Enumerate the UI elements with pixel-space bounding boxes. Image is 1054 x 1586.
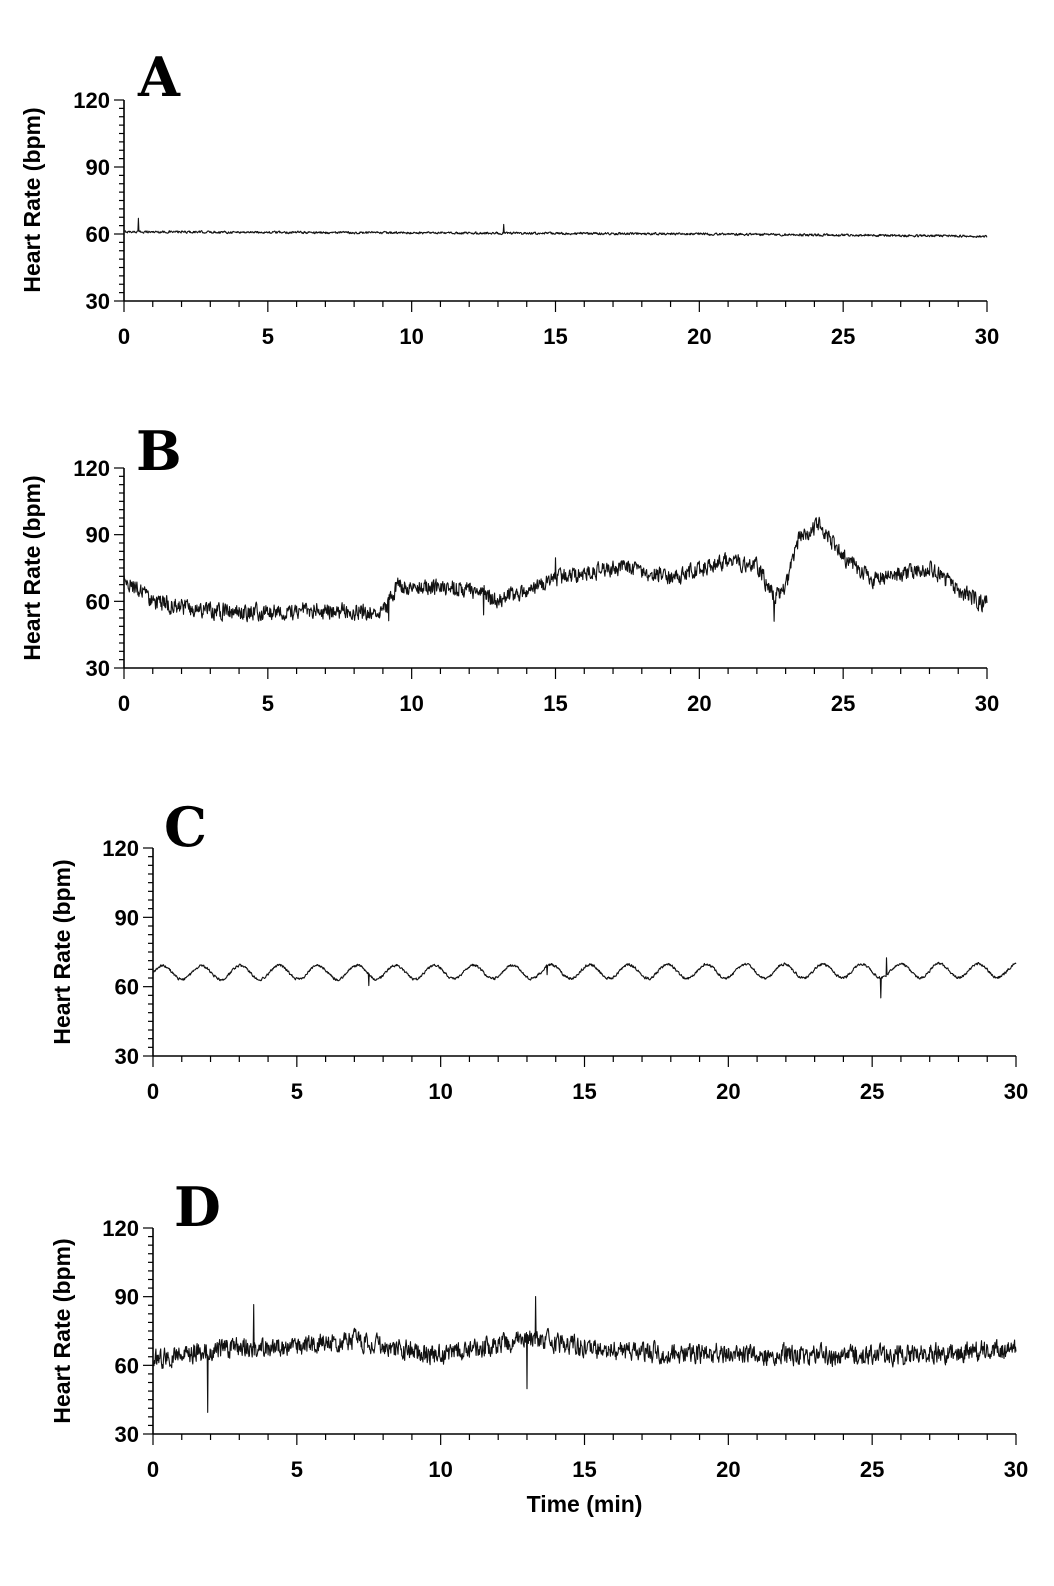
y-tick-label: 90 (115, 905, 139, 930)
y-axis-title: Heart Rate (bpm) (19, 475, 45, 660)
panel-letter: B (136, 419, 182, 483)
panel-b: 30 60 90 120 0 5 10 15 20 25 30 Heart Rate (bpm) B (19, 419, 999, 716)
x-tick-label: 5 (291, 1079, 303, 1104)
y-tick-label: 90 (115, 1285, 139, 1310)
panel-letter: A (137, 45, 181, 109)
x-tick-label: 25 (860, 1457, 884, 1482)
x-tick-label: 20 (716, 1079, 740, 1104)
heart-rate-trace (123, 217, 988, 238)
panel-letter: D (174, 1175, 221, 1239)
panel-c: 30 60 90 120 0 5 10 15 20 25 30 Heart Rate (bpm) C (49, 795, 1028, 1104)
x-tick-label: 20 (687, 691, 711, 716)
x-tick-label: 5 (291, 1457, 303, 1482)
y-axis-title: Heart Rate (bpm) (49, 1238, 75, 1423)
heart-rate-trace (152, 957, 1017, 999)
y-tick-label: 60 (115, 975, 139, 1000)
x-tick-label: 20 (687, 324, 711, 349)
x-tick-label: 30 (975, 691, 999, 716)
y-tick-label: 30 (86, 289, 110, 314)
y-tick-label: 120 (73, 456, 110, 481)
x-tick-label: 25 (831, 691, 855, 716)
x-tick-label: 15 (543, 324, 567, 349)
x-tick-label: 30 (1004, 1079, 1028, 1104)
x-tick-label: 25 (860, 1079, 884, 1104)
y-tick-label: 90 (86, 523, 110, 548)
y-tick-label: 60 (115, 1353, 139, 1378)
y-tick-label: 120 (73, 88, 110, 113)
x-tick-label: 15 (572, 1079, 596, 1104)
y-tick-label: 30 (115, 1044, 139, 1069)
heart-rate-trace (152, 1295, 1017, 1413)
x-tick-label: 5 (262, 324, 274, 349)
x-tick-label: 0 (147, 1457, 159, 1482)
panel-a: 30 60 90 120 0 5 10 15 20 25 30 Heart Rate (bpm) A (19, 45, 999, 349)
y-tick-label: 30 (115, 1422, 139, 1447)
panel-letter: C (164, 795, 207, 859)
x-tick-label: 15 (543, 691, 567, 716)
x-tick-label: 20 (716, 1457, 740, 1482)
y-tick-label: 90 (86, 155, 110, 180)
x-tick-label: 15 (572, 1457, 596, 1482)
x-tick-label: 0 (118, 324, 130, 349)
x-tick-label: 0 (118, 691, 130, 716)
y-tick-label: 60 (86, 222, 110, 247)
y-tick-label: 120 (102, 1216, 139, 1241)
panel-d: 30 60 90 120 0 5 10 15 20 25 30 Heart Rate (bpm) Tim… (49, 1175, 1028, 1517)
x-tick-label: 30 (1004, 1457, 1028, 1482)
x-axis-title: Time (min) (527, 1491, 643, 1517)
x-tick-label: 0 (147, 1079, 159, 1104)
x-tick-label: 5 (262, 691, 274, 716)
y-tick-label: 30 (86, 656, 110, 681)
y-tick-label: 120 (102, 836, 139, 861)
y-axis-title: Heart Rate (bpm) (19, 107, 45, 292)
y-tick-label: 60 (86, 589, 110, 614)
x-tick-label: 25 (831, 324, 855, 349)
x-tick-label: 10 (428, 1079, 452, 1104)
x-tick-label: 10 (399, 324, 423, 349)
x-tick-label: 10 (399, 691, 423, 716)
heart-rate-trace (123, 516, 988, 623)
y-axis-title: Heart Rate (bpm) (49, 859, 75, 1044)
x-tick-label: 30 (975, 324, 999, 349)
x-tick-label: 10 (428, 1457, 452, 1482)
